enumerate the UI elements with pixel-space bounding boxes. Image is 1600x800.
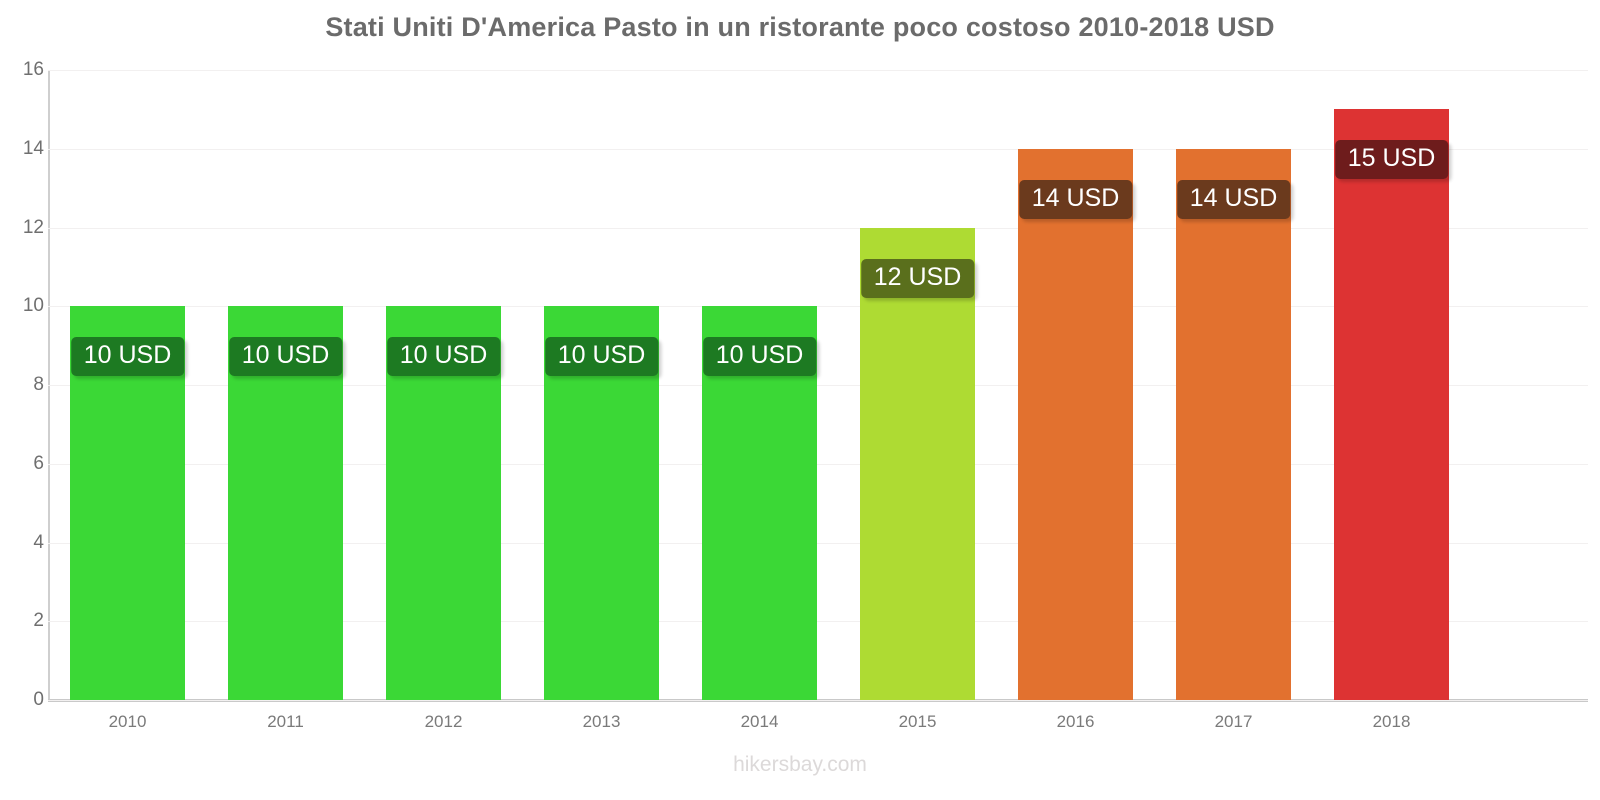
bar[interactable]: 10 USD [544,306,659,700]
bar[interactable]: 14 USD [1176,148,1291,700]
gridline [48,700,1588,701]
y-axis-tick-label: 2 [33,610,44,632]
y-axis-tick-label: 16 [22,59,44,80]
gridline [48,227,1588,229]
x-axis-tick-label: 2012 [424,712,463,731]
bar-rect [1176,148,1291,700]
bar-rect [1018,148,1133,700]
bar-value-label: 10 USD [386,337,501,377]
y-axis-tick-label: 0 [33,689,44,710]
y-axis-tick-label: 10 [22,295,44,317]
bar[interactable]: 10 USD [228,306,343,700]
y-axis-tick-label: 8 [33,374,44,395]
x-axis-tick-label: 2011 [267,712,304,731]
x-axis-tick-label: 2014 [740,712,779,731]
bar[interactable]: 10 USD [702,306,817,700]
bar-rect [860,227,975,700]
bar-value-label: 10 USD [702,337,817,377]
bar[interactable]: 15 USD [1334,109,1449,700]
bar-value-label: 10 USD [228,337,343,377]
bar-value-label: 14 USD [1018,179,1133,219]
y-axis-tick-label: 14 [22,137,44,159]
gridline [48,463,1588,465]
bar-value-label: 10 USD [70,337,185,377]
x-axis-tick-label: 2017 [1214,712,1253,731]
gridline [48,306,1588,308]
bar-value-label: 15 USD [1334,140,1449,180]
bar[interactable]: 12 USD [860,227,975,700]
gridline [48,70,1588,71]
gridline [48,385,1588,386]
plot-area: 10 USD 10 USD 10 USD 10 USD 10 USD 12 USD 14 U… [48,70,1588,701]
gridline [48,148,1588,150]
x-axis-tick-label: 2016 [1056,712,1095,731]
y-axis-tick-label: 12 [22,216,44,238]
bar[interactable]: 14 USD [1018,148,1133,700]
gridline [48,621,1588,623]
x-axis-tick-label: 2015 [898,712,937,731]
bar-rect [1334,109,1449,700]
x-axis-tick-label: 2018 [1372,712,1411,731]
x-axis-tick-label: 2013 [582,712,621,731]
bar-value-label: 12 USD [860,258,975,298]
bar-value-label: 10 USD [544,337,659,377]
bar[interactable]: 10 USD [70,306,185,700]
x-axis-tick-label: 2010 [108,712,147,731]
bar-value-label: 14 USD [1176,179,1291,219]
footer-watermark: hikersbay.com [733,753,867,776]
y-axis-tick-label: 6 [33,452,44,474]
gridline [48,542,1588,544]
y-axis-tick-label: 4 [33,531,44,553]
bar[interactable]: 10 USD [386,306,501,700]
chart-title: Stati Uniti D'America Pasto in un ristor… [325,12,1275,42]
y-axis-line [48,70,50,702]
